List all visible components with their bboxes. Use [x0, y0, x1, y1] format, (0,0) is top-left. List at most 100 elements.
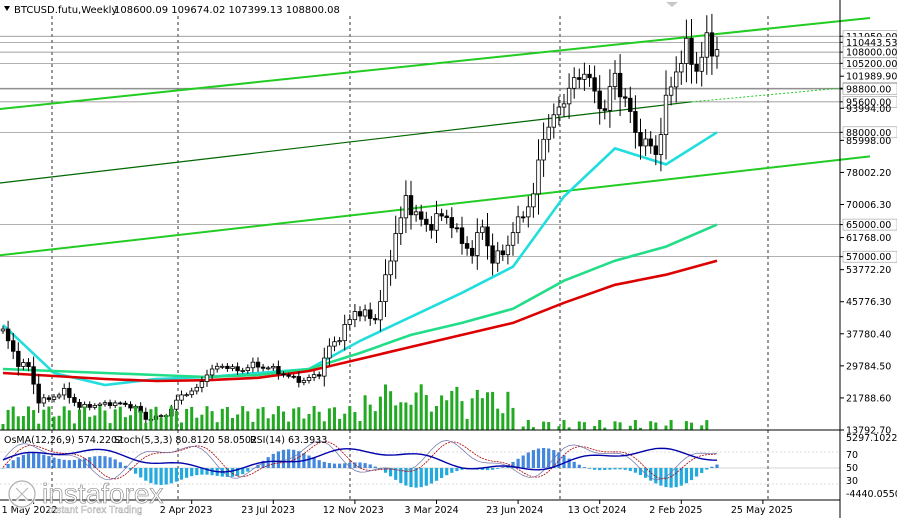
volume-bar: [271, 414, 275, 430]
volume-bar: [108, 423, 112, 430]
osma-bar: [664, 468, 668, 488]
osma-bar: [164, 468, 168, 485]
volume-bar: [11, 406, 15, 430]
osma-bar: [669, 468, 673, 488]
volume-bar: [669, 420, 673, 430]
osma-bar: [42, 454, 46, 468]
volume-bar: [567, 427, 571, 430]
candle-body: [444, 215, 449, 218]
osma-bar: [98, 455, 102, 468]
y-tick-label: 53772.20: [846, 265, 891, 276]
main-plot: [0, 13, 871, 500]
volume-bar: [705, 420, 709, 430]
candle-body: [62, 387, 67, 396]
chart-header: BTCUSD.futu,Weekly 108600.09 109674.02 1…: [4, 5, 340, 16]
osma-bar: [526, 452, 530, 468]
volume-bar: [307, 413, 311, 430]
osma-bar: [103, 456, 107, 468]
candle-body: [327, 345, 332, 359]
candle-body: [174, 399, 179, 410]
osma-bar: [363, 463, 367, 468]
osma-bar: [368, 464, 372, 468]
candle-body: [296, 376, 301, 383]
osma-bar: [16, 457, 20, 468]
osma-bar: [32, 453, 36, 468]
y-tick-label: 45776.30: [846, 297, 891, 308]
volume-bar: [200, 414, 204, 430]
osma-bar: [654, 468, 658, 484]
channel-line: [0, 101, 692, 184]
volume-bar: [282, 411, 285, 430]
volume-bar: [78, 409, 81, 430]
dropdown-triangle-icon[interactable]: [4, 6, 10, 11]
osma-bar: [236, 468, 240, 476]
volume-bar: [256, 408, 260, 430]
osma-bar: [480, 468, 484, 470]
y-tick-label: 110443.53: [846, 38, 897, 49]
osma-bar: [37, 453, 41, 468]
candle-body: [5, 328, 11, 342]
volume-bar: [526, 420, 530, 430]
candle-body: [643, 138, 648, 147]
level-tag: [842, 250, 897, 263]
volume-bar: [547, 422, 551, 430]
y-tick-label: 88000.00: [846, 128, 891, 139]
y-tick-label: 65000.00: [846, 220, 891, 231]
volume-bar: [348, 406, 352, 430]
volume-bar: [557, 426, 561, 430]
osma-bar: [582, 467, 586, 468]
candle-body: [123, 402, 128, 405]
volume-bar: [164, 414, 168, 430]
candle-body: [337, 340, 342, 343]
osma-bar: [47, 456, 51, 468]
volume-bar: [394, 405, 398, 430]
candle-body: [128, 404, 133, 409]
candle-body: [709, 32, 715, 57]
osma-bar: [246, 468, 250, 472]
oscillator-pane: [0, 440, 840, 488]
volume-bar: [363, 395, 367, 430]
osma-bar: [383, 468, 388, 473]
osma-bar: [399, 468, 403, 484]
volume-bar: [134, 406, 138, 430]
candle-body: [51, 396, 57, 400]
symbol-label: BTCUSD.futu,Weekly: [14, 5, 117, 16]
candle-body: [500, 250, 505, 256]
volume-bar: [480, 398, 484, 430]
volume-bar: [205, 406, 209, 430]
volume-bar: [129, 415, 132, 430]
volume-bar: [67, 410, 71, 430]
osma-bar: [327, 463, 331, 468]
y-tick-label: 93994.00: [846, 104, 891, 115]
osma-bar: [394, 468, 398, 480]
candle-body: [582, 73, 587, 80]
osma-bar: [1, 468, 5, 469]
volume-bar: [542, 421, 546, 430]
volume-bar: [215, 422, 219, 430]
candle-body: [424, 218, 429, 225]
indicator-labels: OsMA(12,26,9) 574.2202 Stoch(5,3,3) 80.8…: [4, 435, 327, 446]
candle-body: [332, 341, 337, 347]
rsi-line: [2, 447, 718, 473]
candle-body: [663, 94, 669, 136]
candle-body: [597, 90, 602, 110]
osma-bar: [358, 462, 362, 468]
volume-bar: [292, 408, 296, 430]
volume-bar: [475, 389, 479, 430]
osma-bar: [307, 455, 311, 468]
level-tag: [842, 218, 897, 231]
volume-bar: [297, 407, 301, 430]
osma-bar: [332, 463, 337, 468]
level-tag: [842, 96, 897, 108]
x-tick-label: 2 Feb 2025: [649, 505, 702, 516]
channel-line: [0, 155, 871, 257]
candle-body: [118, 402, 123, 405]
osma-bar: [460, 468, 464, 470]
volume-bar: [445, 400, 449, 430]
candle-body: [72, 397, 77, 403]
volume-bar: [287, 421, 291, 430]
osma-bar: [230, 468, 235, 477]
volume-bars: [1, 384, 709, 430]
shift-marker-icon[interactable]: [666, 2, 678, 7]
